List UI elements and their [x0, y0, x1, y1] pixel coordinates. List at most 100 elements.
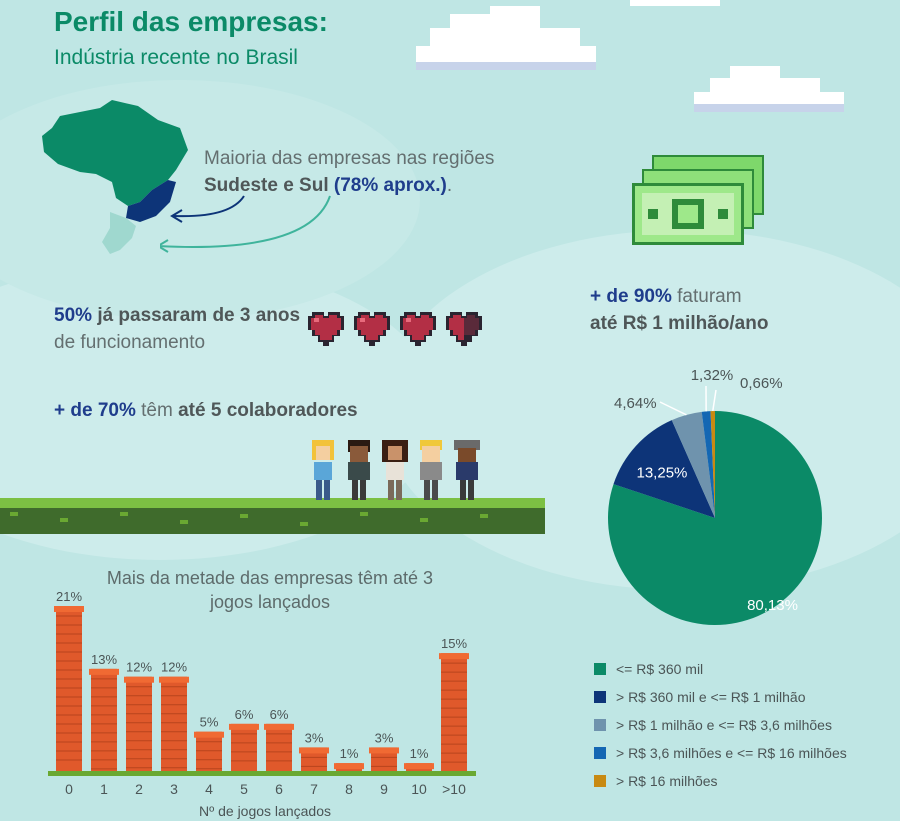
legend-swatch — [594, 719, 606, 731]
revenue-stat: + de 90% faturam até R$ 1 milhão/ano — [590, 283, 850, 337]
bar-value-label: 3% — [305, 730, 324, 745]
grass-ground — [0, 498, 545, 534]
x-tick-label: 2 — [135, 781, 143, 797]
x-axis-ground — [48, 771, 476, 776]
staff-stat-mid: têm — [141, 400, 173, 421]
region-stat-bold: Sudeste e Sul — [204, 175, 329, 196]
legend-swatch — [594, 775, 606, 787]
revenue-stat-highlight: + de 90% — [590, 286, 672, 307]
legend-item: > R$ 3,6 milhões e <= R$ 16 milhões — [594, 745, 847, 761]
legend-swatch — [594, 663, 606, 675]
bar-value-label: 3% — [375, 730, 394, 745]
bar-value-label: 12% — [161, 660, 187, 675]
staff-stat-bold: até 5 colaboradores — [178, 400, 358, 421]
pie-slice — [710, 411, 715, 518]
bar — [161, 676, 187, 771]
bar-cap — [159, 676, 189, 683]
bar-cap — [124, 676, 154, 683]
staff-stat-highlight: + de 70% — [54, 400, 136, 421]
legend-label: > R$ 1 milhão e <= R$ 3,6 milhões — [616, 717, 832, 733]
page-subtitle: Indústria recente no Brasil — [54, 46, 298, 69]
region-stat-end: . — [446, 175, 453, 196]
pie-value-label: 1,32% — [691, 367, 734, 384]
x-tick-label: 3 — [170, 781, 178, 797]
pie-slice — [701, 411, 715, 518]
bar-chart-title: Mais da metade das empresas têm até 3 jo… — [106, 568, 434, 612]
bar — [441, 653, 467, 771]
bar-cap — [299, 747, 329, 754]
cloud-icon — [416, 6, 596, 70]
years-stat-highlight: 50% — [54, 305, 93, 326]
legend-label: > R$ 360 mil e <= R$ 1 milhão — [616, 689, 806, 705]
bar-cap — [369, 747, 399, 754]
bar-cap — [194, 731, 224, 738]
x-tick-label: 9 — [380, 781, 388, 797]
x-axis-label: Nº de jogos lançados — [199, 803, 331, 819]
bar-cap — [439, 653, 469, 660]
cloud-icon — [630, 0, 720, 6]
bar-cap — [264, 723, 294, 730]
bar — [126, 676, 152, 771]
bar-cap — [89, 668, 119, 675]
page-title: Perfil das empresas: — [54, 6, 328, 37]
years-stat-rest: de funcionamento — [54, 332, 206, 353]
legend-label: > R$ 16 milhões — [616, 773, 718, 789]
legend-swatch — [594, 747, 606, 759]
pie-slice — [613, 420, 715, 518]
x-tick-label: 8 — [345, 781, 353, 797]
x-tick-label: 10 — [411, 781, 427, 797]
region-stat-line1: Maioria das empresas nas regiões — [204, 148, 495, 169]
bar — [231, 723, 257, 771]
bar-chart: 21% 0 13% 1 12% 2 12% 3 5% 4 6% 5 6% 6 3% 7 1% 8 3% 9 1% 10 15… — [48, 589, 476, 819]
x-tick-label: 0 — [65, 781, 73, 797]
years-stat: 50% já passaram de 3 anos de funcionamen… — [54, 302, 304, 356]
legend-item: <= R$ 360 mil — [594, 661, 703, 677]
x-tick-label: 5 — [240, 781, 248, 797]
pie-leader-line — [712, 389, 717, 412]
legend-label: <= R$ 360 mil — [616, 661, 704, 677]
bar — [91, 668, 117, 771]
staff-stat: + de 70% têm até 5 colaboradores — [54, 397, 474, 424]
pie-value-label: 4,64% — [614, 395, 657, 412]
bar-value-label: 1% — [410, 746, 429, 761]
bar-value-label: 6% — [235, 707, 254, 722]
x-tick-label: 7 — [310, 781, 318, 797]
legend-item: > R$ 16 milhões — [594, 773, 718, 789]
bar-value-label: 5% — [200, 715, 219, 730]
region-stat: Maioria das empresas nas regiões Sudeste… — [204, 145, 584, 199]
bar-value-label: 6% — [270, 707, 289, 722]
x-tick-label: 4 — [205, 781, 213, 797]
legend-item: > R$ 360 mil e <= R$ 1 milhão — [594, 689, 806, 705]
people-icon — [312, 440, 480, 500]
bar — [196, 731, 222, 771]
legend-label: > R$ 3,6 milhões e <= R$ 16 milhões — [616, 745, 847, 761]
legend-item: > R$ 1 milhão e <= R$ 3,6 milhões — [594, 717, 832, 733]
bar-value-label: 15% — [441, 636, 467, 651]
bar-value-label: 21% — [56, 589, 82, 604]
bar-cap — [54, 606, 84, 612]
region-stat-highlight: (78% aprox.) — [333, 175, 447, 196]
pie-slice — [671, 411, 715, 518]
bar-value-label: 12% — [126, 660, 152, 675]
bar-value-label: 1% — [340, 746, 359, 761]
revenue-stat-mid: faturam — [677, 286, 742, 307]
x-tick-label: >10 — [442, 781, 466, 797]
years-stat-bold: já passaram de 3 anos — [97, 305, 301, 326]
cloud-icon — [694, 66, 844, 112]
arrow-icon — [160, 195, 331, 253]
pie-chart: 80,13% 13,25% 4,64% 1,32% 0,66% — [608, 367, 822, 625]
bar-value-label: 13% — [91, 652, 117, 667]
hearts-icon — [308, 312, 482, 346]
pie-value-label: 13,25% — [637, 464, 688, 481]
legend-swatch — [594, 691, 606, 703]
bar-cap — [229, 723, 259, 730]
bar-cap — [334, 763, 364, 770]
money-icon — [632, 155, 764, 245]
bar-cap — [404, 763, 434, 770]
bar — [266, 723, 292, 771]
pie-value-label: 0,66% — [740, 375, 783, 392]
revenue-stat-bold: até R$ 1 milhão/ano — [590, 313, 769, 334]
x-tick-label: 6 — [275, 781, 283, 797]
pie-value-label: 80,13% — [747, 597, 798, 614]
brazil-map-icon — [42, 100, 188, 254]
